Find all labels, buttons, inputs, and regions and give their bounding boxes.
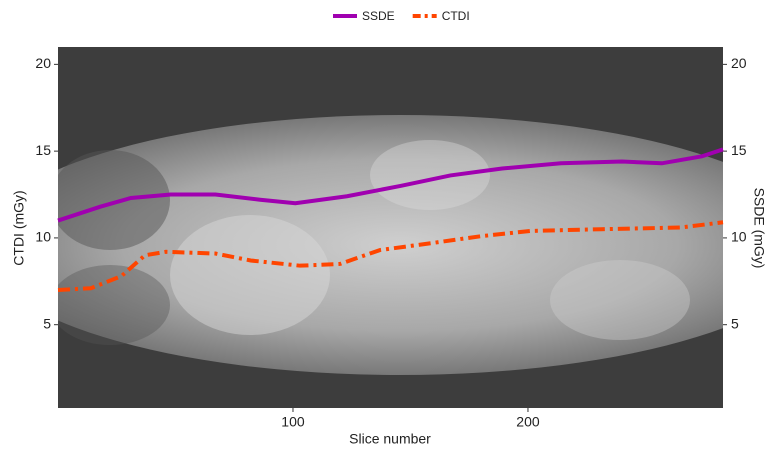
x-tick-label: 200 — [516, 414, 540, 430]
legend: SSDE CTDI — [333, 9, 470, 23]
y-axis-title: CTDI (mGy) — [11, 190, 27, 265]
y-tick-label: 5 — [43, 315, 51, 331]
y-tick-label: 20 — [35, 55, 51, 71]
y2-axis-title: SSDE (mGy) — [751, 188, 767, 269]
y-tick-label: 15 — [35, 142, 51, 158]
x-axis-title: Slice number — [349, 431, 431, 447]
y2-tick-label: 5 — [731, 315, 739, 331]
y2-tick-label: 10 — [731, 229, 747, 245]
y-tick-label: 10 — [35, 229, 51, 245]
y2-tick-label: 15 — [731, 142, 747, 158]
x-tick-label: 100 — [281, 414, 305, 430]
y2-tick-label: 20 — [731, 55, 747, 71]
legend-label: SSDE — [362, 9, 395, 23]
chart: Slice number CTDI (mGy) SSDE (mGy) 5 10 15… — [0, 0, 768, 453]
legend-label: CTDI — [442, 9, 470, 23]
